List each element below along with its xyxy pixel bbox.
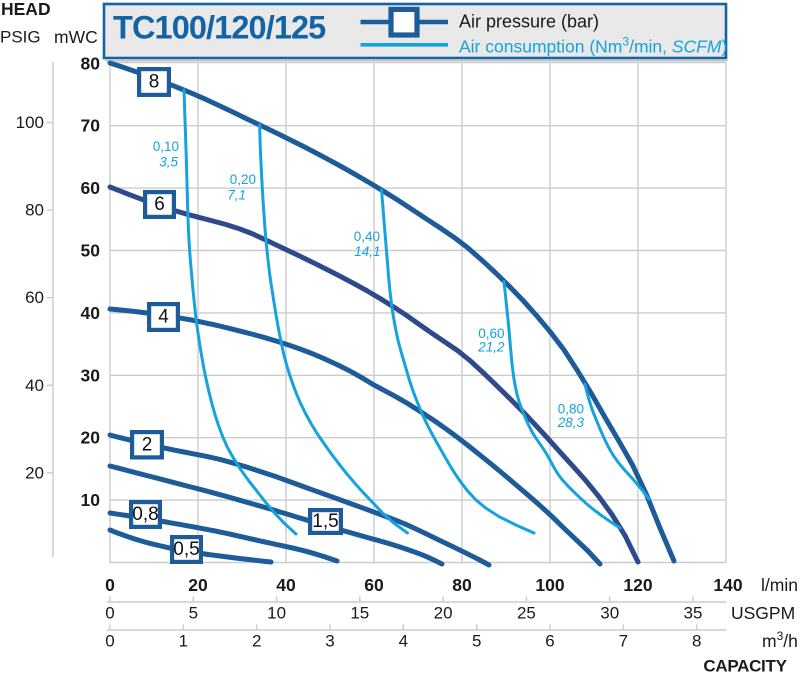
svg-text:4: 4 [399, 632, 408, 651]
svg-text:80: 80 [452, 575, 472, 595]
svg-text:60: 60 [81, 178, 101, 198]
svg-text:40: 40 [81, 303, 101, 323]
svg-text:60: 60 [364, 575, 384, 595]
svg-text:100: 100 [535, 575, 564, 595]
svg-text:8: 8 [149, 72, 160, 93]
svg-text:2: 2 [142, 434, 153, 455]
svg-text:l/min: l/min [761, 575, 798, 595]
svg-text:0,60: 0,60 [478, 326, 504, 341]
svg-text:14,1: 14,1 [354, 244, 380, 259]
svg-text:Air consumption (Nm3/min, SCFM: Air consumption (Nm3/min, SCFM) [459, 35, 727, 57]
svg-text:80: 80 [25, 201, 44, 220]
svg-text:15: 15 [350, 604, 369, 623]
svg-text:0,8: 0,8 [132, 504, 158, 525]
svg-text:USGPM: USGPM [731, 603, 795, 623]
svg-text:140: 140 [713, 575, 742, 595]
svg-text:35: 35 [684, 604, 703, 623]
svg-text:0,5: 0,5 [173, 539, 199, 560]
svg-text:Air pressure (bar): Air pressure (bar) [459, 12, 599, 32]
svg-text:8: 8 [692, 632, 701, 651]
svg-text:20: 20 [81, 428, 101, 448]
svg-text:1: 1 [179, 632, 188, 651]
svg-text:0: 0 [105, 632, 114, 651]
svg-text:10: 10 [267, 604, 286, 623]
svg-text:20: 20 [25, 463, 44, 482]
svg-text:3: 3 [325, 632, 334, 651]
svg-text:70: 70 [81, 116, 101, 136]
svg-text:25: 25 [517, 604, 536, 623]
svg-text:2: 2 [252, 632, 261, 651]
svg-text:40: 40 [25, 376, 44, 395]
svg-text:0,80: 0,80 [558, 402, 584, 417]
svg-text:6: 6 [545, 632, 554, 651]
svg-text:PSIG: PSIG [0, 28, 41, 47]
svg-text:HEAD: HEAD [1, 0, 51, 19]
svg-text:4: 4 [158, 307, 169, 328]
svg-text:m3/h: m3/h [762, 629, 798, 651]
svg-text:mWC: mWC [54, 27, 98, 47]
svg-text:TC100/120/125: TC100/120/125 [113, 10, 326, 46]
svg-text:7,1: 7,1 [227, 188, 246, 203]
svg-text:0,40: 0,40 [354, 229, 380, 244]
svg-text:10: 10 [81, 490, 101, 510]
svg-text:50: 50 [81, 241, 101, 261]
svg-text:80: 80 [81, 53, 101, 73]
svg-text:CAPACITY: CAPACITY [703, 657, 787, 676]
svg-text:40: 40 [276, 575, 296, 595]
svg-text:3,5: 3,5 [159, 155, 178, 170]
svg-text:5: 5 [472, 632, 481, 651]
svg-text:0: 0 [105, 575, 115, 595]
svg-text:21,2: 21,2 [477, 340, 505, 355]
svg-text:20: 20 [188, 575, 208, 595]
svg-text:30: 30 [600, 604, 619, 623]
svg-text:28,3: 28,3 [557, 415, 585, 430]
svg-text:5: 5 [189, 604, 198, 623]
svg-text:120: 120 [623, 575, 652, 595]
svg-text:7: 7 [619, 632, 628, 651]
svg-text:0,10: 0,10 [153, 139, 179, 154]
svg-text:60: 60 [25, 288, 44, 307]
svg-text:1,5: 1,5 [312, 511, 338, 532]
svg-text:6: 6 [154, 194, 165, 215]
svg-text:0: 0 [105, 604, 114, 623]
svg-text:100: 100 [16, 113, 44, 132]
svg-text:30: 30 [81, 365, 101, 385]
svg-text:0,20: 0,20 [230, 172, 256, 187]
svg-text:20: 20 [434, 604, 453, 623]
